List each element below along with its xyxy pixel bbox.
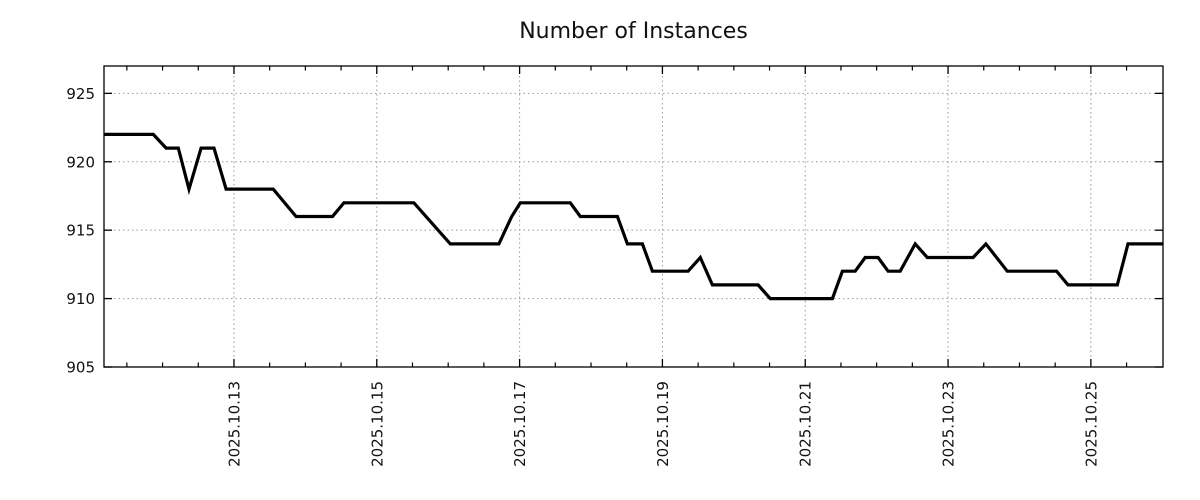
x-tick-label: 2025.10.13 [225, 381, 243, 467]
y-tick-label: 910 [66, 290, 95, 308]
y-tick-label: 920 [66, 153, 95, 171]
x-tick-label: 2025.10.21 [797, 381, 815, 467]
y-tick-label: 915 [66, 222, 95, 240]
y-tick-label: 925 [66, 85, 95, 103]
gridlines [105, 67, 1162, 368]
x-tick-label: 2025.10.25 [1082, 381, 1100, 467]
series-line-instances [104, 132, 1163, 301]
x-tick-label: 2025.10.15 [368, 381, 386, 467]
axis-ticks [104, 66, 1163, 368]
x-tick-label: 2025.10.23 [940, 381, 958, 467]
x-tick-label: 2025.10.19 [654, 381, 672, 467]
x-tick-label: 2025.10.17 [511, 381, 529, 467]
y-tick-label: 905 [66, 359, 95, 377]
chart-title: Number of Instances [519, 19, 748, 44]
axis-tick-labels: 905 910 915 920 925 2025.10.13 2025.10.15 2025.… [66, 85, 1100, 467]
plot-border [103, 65, 1164, 368]
